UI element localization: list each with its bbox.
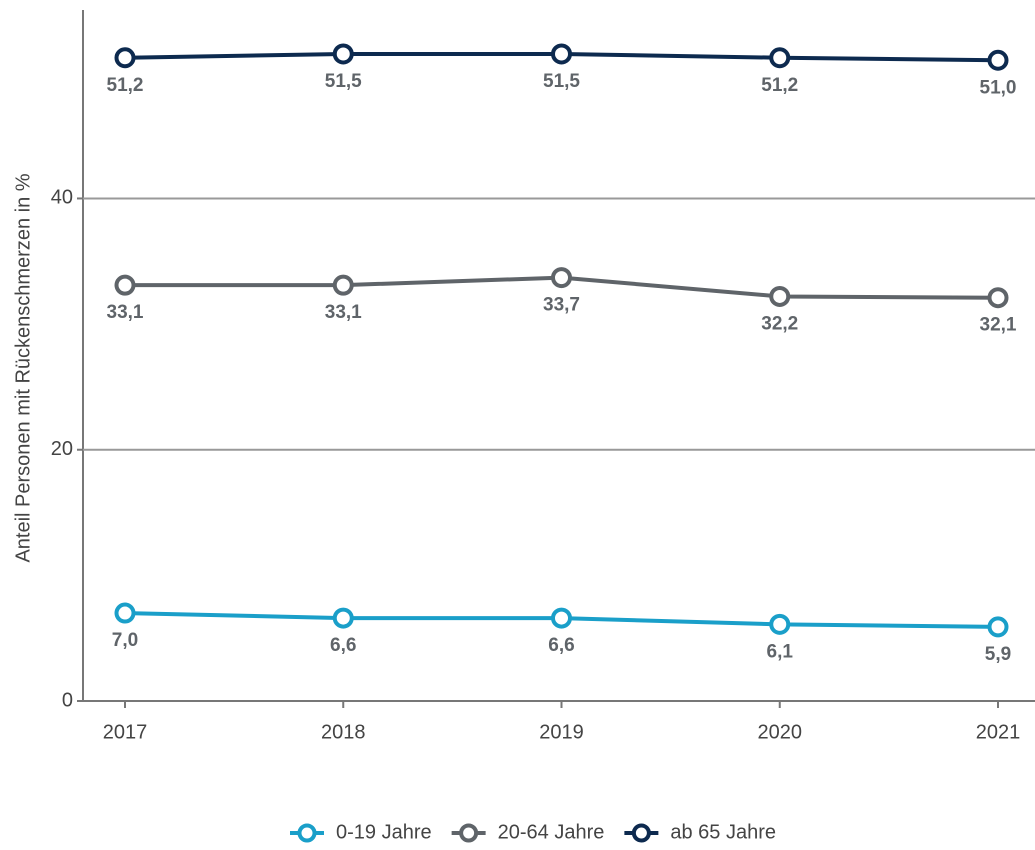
point [332, 607, 354, 629]
point [114, 274, 136, 296]
value-label: 33,1 [107, 302, 144, 323]
x-tick-label: 2019 [539, 721, 584, 743]
value-label: 51,2 [107, 75, 144, 96]
point [551, 607, 572, 629]
legend-label: 0-19 Jahre [336, 821, 432, 843]
point [551, 267, 572, 289]
value-label: 51,2 [761, 75, 798, 96]
x-tick-label: 2017 [103, 721, 148, 743]
value-label: 32,1 [980, 315, 1017, 336]
x-tick-label: 2020 [758, 721, 803, 743]
value-label: 6,6 [330, 635, 356, 656]
y-axis-label: Anteil Personen mit Rückenschmerzen in % [12, 173, 34, 562]
y-tick-label: 40 [51, 187, 73, 209]
point [987, 49, 1009, 71]
point [114, 602, 136, 624]
value-label: 5,9 [985, 644, 1011, 665]
y-tick-label: 0 [62, 689, 73, 711]
legend-label: 20-64 Jahre [498, 821, 605, 843]
point [987, 616, 1009, 638]
value-label: 33,1 [325, 302, 362, 323]
legend-marker [297, 823, 317, 843]
point [332, 43, 354, 65]
value-label: 51,0 [980, 77, 1017, 98]
value-label: 32,2 [761, 313, 798, 334]
value-label: 6,1 [767, 641, 794, 662]
point [769, 285, 791, 307]
value-label: 6,6 [548, 635, 574, 656]
legend-marker [459, 823, 479, 843]
x-tick-label: 2021 [976, 721, 1021, 743]
point [769, 47, 791, 69]
y-tick-label: 20 [51, 438, 73, 460]
value-label: 7,0 [112, 630, 138, 651]
value-label: 33,7 [543, 295, 580, 316]
value-label: 51,5 [543, 71, 580, 92]
point [987, 287, 1009, 309]
value-label: 51,5 [325, 71, 362, 92]
point [551, 43, 572, 65]
legend-marker [631, 823, 651, 843]
x-tick-label: 2018 [321, 721, 366, 743]
legend-label: ab 65 Jahre [670, 821, 776, 843]
point [332, 274, 354, 296]
point [769, 613, 791, 635]
point [114, 47, 136, 69]
